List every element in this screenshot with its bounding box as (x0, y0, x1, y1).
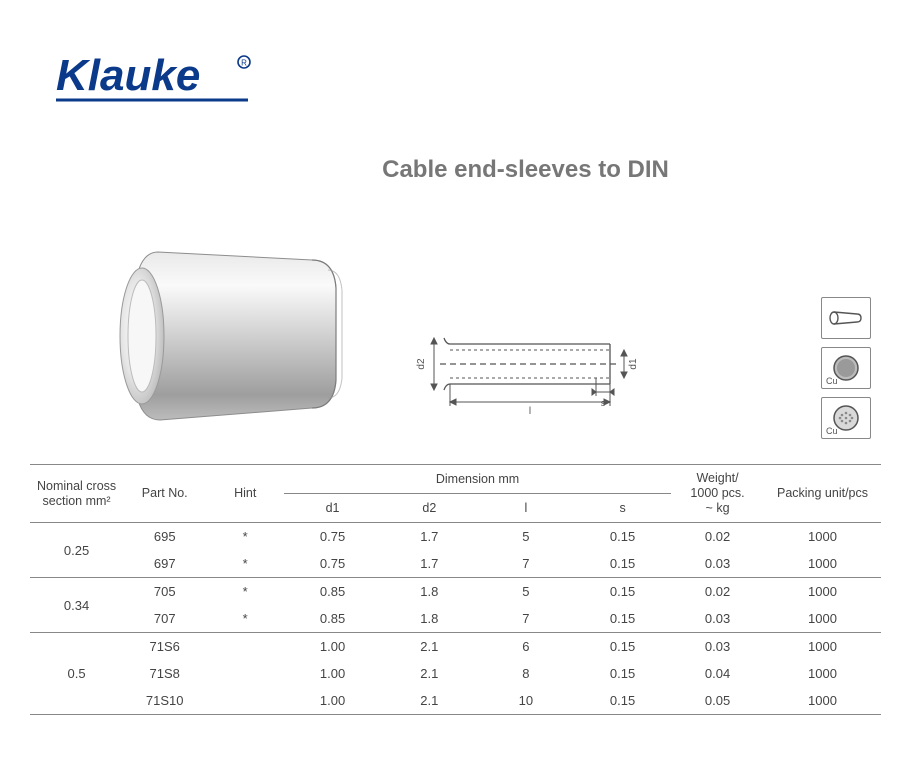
cell-hint: * (206, 605, 284, 633)
cu-stranded-icon: Cu (821, 397, 871, 439)
cu-label-2: Cu (826, 426, 838, 436)
cell-weight: 0.03 (671, 633, 764, 661)
th-d2: d2 (381, 494, 478, 523)
cell-pack: 1000 (764, 605, 881, 633)
cell-s: 0.15 (574, 605, 671, 633)
cell-d2: 1.8 (381, 578, 478, 606)
cell-pack: 1000 (764, 687, 881, 715)
cell-d2: 1.8 (381, 605, 478, 633)
legend-icons: Cu Cu (821, 297, 871, 439)
table-row: 71S8 1.002.180.150.041000 (30, 660, 881, 687)
dim-label-l: l (529, 406, 531, 417)
cell-hint (206, 633, 284, 661)
cell-l: 8 (478, 660, 574, 687)
th-s: s (574, 494, 671, 523)
table-row: 0.34705*0.851.850.150.021000 (30, 578, 881, 606)
spec-table: Nominal cross section mm² Part No. Hint … (30, 464, 881, 715)
cell-d1: 1.00 (284, 660, 381, 687)
cell-d1: 0.75 (284, 550, 381, 578)
cell-part: 71S10 (123, 687, 206, 715)
product-image (80, 224, 360, 439)
cell-l: 5 (478, 523, 574, 551)
cell-l: 5 (478, 578, 574, 606)
cell-l: 6 (478, 633, 574, 661)
cell-weight: 0.02 (671, 523, 764, 551)
cell-d2: 2.1 (381, 660, 478, 687)
cell-hint: * (206, 578, 284, 606)
table-row: 71S10 1.002.1100.150.051000 (30, 687, 881, 715)
cell-pack: 1000 (764, 660, 881, 687)
brand-logo: Klauke R (56, 50, 881, 111)
cell-part: 705 (123, 578, 206, 606)
table-row: 707*0.851.870.150.031000 (30, 605, 881, 633)
cell-part: 695 (123, 523, 206, 551)
cell-d1: 1.00 (284, 633, 381, 661)
cell-l: 10 (478, 687, 574, 715)
cell-s: 0.15 (574, 660, 671, 687)
cell-pack: 1000 (764, 633, 881, 661)
cell-d1: 0.85 (284, 605, 381, 633)
sleeve-shape-icon (821, 297, 871, 339)
cell-d2: 2.1 (381, 687, 478, 715)
cell-s: 0.15 (574, 578, 671, 606)
cu-label-1: Cu (826, 376, 838, 386)
cell-weight: 0.04 (671, 660, 764, 687)
cell-hint (206, 687, 284, 715)
cell-d2: 1.7 (381, 523, 478, 551)
cell-nominal: 0.5 (30, 633, 123, 715)
table-row: 0.571S61.002.160.150.031000 (30, 633, 881, 661)
table-row: 697*0.751.770.150.031000 (30, 550, 881, 578)
th-d1: d1 (284, 494, 381, 523)
cell-l: 7 (478, 605, 574, 633)
th-weight: Weight/ 1000 pcs. ~ kg (671, 465, 764, 523)
cell-pack: 1000 (764, 550, 881, 578)
th-l: l (478, 494, 574, 523)
cell-part: 707 (123, 605, 206, 633)
registered-r: R (241, 59, 247, 68)
cell-hint (206, 660, 284, 687)
dim-label-d2: d2 (416, 358, 427, 370)
cell-hint: * (206, 523, 284, 551)
cell-s: 0.15 (574, 633, 671, 661)
dim-label-d1: d1 (628, 358, 639, 370)
cell-nominal: 0.34 (30, 578, 123, 633)
cu-solid-icon: Cu (821, 347, 871, 389)
page-title: Cable end-sleeves to DIN (170, 156, 881, 184)
dim-label-s: s (601, 398, 606, 408)
cell-pack: 1000 (764, 523, 881, 551)
brand-text: Klauke (56, 51, 200, 100)
cell-d1: 0.85 (284, 578, 381, 606)
cell-part: 71S8 (123, 660, 206, 687)
table-row: 0.25695*0.751.750.150.021000 (30, 523, 881, 551)
cell-weight: 0.03 (671, 550, 764, 578)
cell-d2: 2.1 (381, 633, 478, 661)
cell-d2: 1.7 (381, 550, 478, 578)
cell-s: 0.15 (574, 523, 671, 551)
cell-s: 0.15 (574, 550, 671, 578)
cell-weight: 0.05 (671, 687, 764, 715)
th-dim-group: Dimension mm (284, 465, 671, 494)
dimension-diagram: d2 d1 l (410, 314, 660, 429)
spec-table-body: 0.25695*0.751.750.150.021000697*0.751.77… (30, 523, 881, 715)
cell-weight: 0.02 (671, 578, 764, 606)
cell-s: 0.15 (574, 687, 671, 715)
cell-l: 7 (478, 550, 574, 578)
cell-weight: 0.03 (671, 605, 764, 633)
cell-part: 697 (123, 550, 206, 578)
cell-part: 71S6 (123, 633, 206, 661)
th-part: Part No. (123, 465, 206, 523)
cell-nominal: 0.25 (30, 523, 123, 578)
cell-pack: 1000 (764, 578, 881, 606)
th-pack: Packing unit/pcs (764, 465, 881, 523)
cell-d1: 0.75 (284, 523, 381, 551)
th-hint: Hint (206, 465, 284, 523)
cell-hint: * (206, 550, 284, 578)
th-nominal: Nominal cross section mm² (30, 465, 123, 523)
cell-d1: 1.00 (284, 687, 381, 715)
